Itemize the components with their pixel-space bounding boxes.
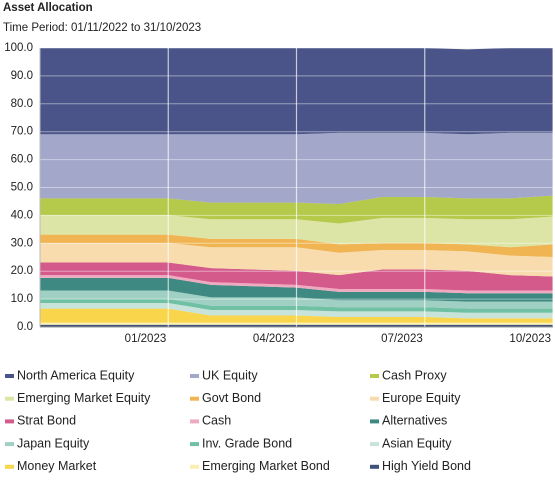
legend-swatch	[370, 396, 379, 401]
legend-label: Cash Proxy	[382, 368, 447, 382]
y-tick-label: 50.0	[11, 182, 33, 194]
chart-title: Asset Allocation	[3, 2, 93, 14]
legend-label: Emerging Market Bond	[202, 459, 330, 473]
y-tick-label: 10.0	[11, 293, 33, 305]
y-tick-label: 40.0	[11, 209, 33, 221]
legend-label: UK Equity	[202, 368, 258, 382]
legend-label: Money Market	[17, 459, 97, 473]
legend-label: Europe Equity	[382, 391, 461, 405]
legend-label: Japan Equity	[17, 436, 90, 450]
legend-swatch	[190, 374, 199, 378]
legend: North America Equity UK Equity Cash Proxy E…	[5, 368, 471, 473]
legend-label: Inv. Grade Bond	[202, 436, 292, 450]
y-tick-label: 100.0	[4, 42, 33, 54]
legend-label: Asian Equity	[382, 436, 452, 450]
legend-swatch	[5, 419, 14, 424]
legend-swatch	[190, 464, 199, 469]
x-tick-label: 01/2023	[125, 333, 167, 345]
legend-label: Emerging Market Equity	[17, 391, 151, 405]
y-tick-label: 80.0	[11, 98, 33, 110]
y-tick-label: 60.0	[11, 154, 33, 166]
legend-swatch	[370, 442, 379, 447]
legend-label: Strat Bond	[17, 414, 76, 428]
area	[40, 275, 553, 294]
legend-label: Govt Bond	[202, 391, 261, 405]
y-tick-label: 20.0	[11, 265, 33, 277]
legend-label: High Yield Bond	[382, 459, 471, 473]
legend-label: North America Equity	[17, 368, 135, 382]
x-tick-label: 04/2023	[253, 333, 295, 345]
y-tick-label: 0.0	[17, 321, 33, 333]
legend-swatch	[190, 396, 199, 401]
y-tick-label: 90.0	[11, 70, 33, 82]
legend-swatch	[370, 419, 379, 424]
x-tick-label: 10/2023	[509, 333, 551, 345]
legend-swatch	[5, 396, 14, 401]
axes: 0.0 10.0 20.0 30.0 40.0 50.0 60.0 70.0 80.0 90.0 1…	[4, 42, 553, 345]
legend-swatch	[5, 442, 14, 447]
legend-label: Cash	[202, 414, 231, 428]
x-tick-label: 07/2023	[381, 333, 423, 345]
legend-swatch	[370, 374, 379, 378]
legend-label: Alternatives	[382, 414, 447, 428]
legend-swatch	[5, 374, 14, 378]
legend-swatch	[370, 464, 379, 469]
chart-subtitle: Time Period: 01/11/2022 to 31/10/2023	[3, 22, 201, 34]
y-tick-label: 70.0	[11, 126, 33, 138]
legend-swatch	[5, 464, 14, 469]
legend-swatch	[190, 419, 199, 424]
legend-swatch	[190, 442, 199, 447]
y-tick-label: 30.0	[11, 237, 33, 249]
